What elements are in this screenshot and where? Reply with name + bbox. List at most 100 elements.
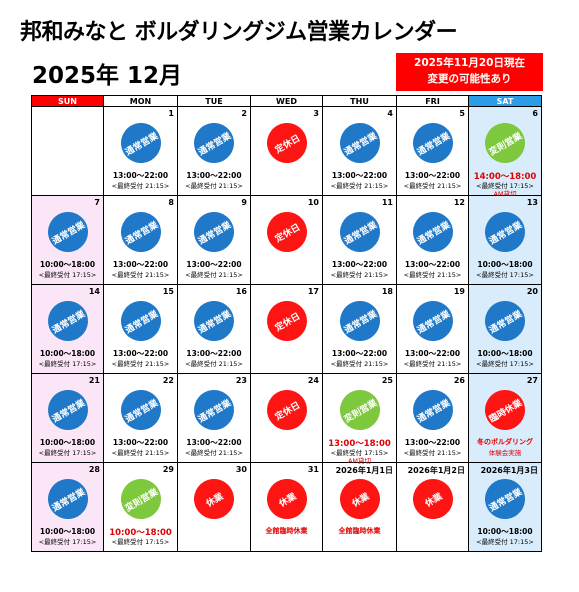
day-cell[interactable]: 17 定休日: [251, 285, 323, 374]
special-note: AM貸切: [493, 190, 517, 198]
day-cell[interactable]: 4 通常営業 13:00～22:00 <最終受付 21:15>: [323, 107, 397, 196]
opening-hours: 13:00～22:00: [404, 171, 461, 180]
day-cell[interactable]: 21 通常営業 10:00～18:00 <最終受付 17:15>: [32, 374, 104, 463]
status-badge-regular: 通常営業: [477, 471, 533, 527]
last-entry-time: <最終受付 21:15>: [403, 360, 462, 368]
status-badge-regular: 通常営業: [113, 115, 168, 171]
day-number: 2026年1月1日: [335, 466, 393, 475]
opening-hours: 13:00～22:00: [404, 349, 461, 358]
day-cell[interactable]: 5 通常営業 13:00～22:00 <最終受付 21:15>: [397, 107, 469, 196]
day-cell[interactable]: 6 変則営業 14:00～18:00 <最終受付 17:15> AM貸切: [469, 107, 542, 198]
day-cell[interactable]: 28 通常営業 10:00～18:00 <最終受付 17:15>: [32, 463, 104, 552]
day-cell[interactable]: 26 通常営業 13:00～22:00 <最終受付 21:15>: [397, 374, 469, 463]
day-number: 4: [387, 109, 393, 118]
opening-hours: 13:00～22:00: [112, 171, 169, 180]
day-number: 31: [307, 465, 319, 474]
day-cell[interactable]: 11 通常営業 13:00～22:00 <最終受付 21:15>: [323, 196, 397, 285]
day-cell[interactable]: 15 通常営業 13:00～22:00 <最終受付 21:15>: [104, 285, 178, 374]
last-entry-time: <最終受付 17:15>: [38, 538, 97, 546]
day-cell[interactable]: 20 通常営業 10:00～18:00 <最終受付 17:15>: [469, 285, 542, 374]
day-cell[interactable]: 19 通常営業 13:00～22:00 <最終受付 21:15>: [397, 285, 469, 374]
day-cell[interactable]: 27 臨時休業 冬のボルダリング 体験会実施: [469, 374, 542, 463]
closure-note: 冬のボルダリング: [477, 438, 533, 446]
weekday-header-sun: SUN: [32, 96, 104, 107]
day-cell[interactable]: 29 変則営業 10:00～18:00 <最終受付 17:15>: [104, 463, 178, 552]
day-cell[interactable]: 2 通常営業 13:00～22:00 <最終受付 21:15>: [178, 107, 251, 196]
day-number: 9: [241, 198, 247, 207]
day-number: 2: [241, 109, 247, 118]
day-cell[interactable]: 12 通常営業 13:00～22:00 <最終受付 21:15>: [397, 196, 469, 285]
day-cell[interactable]: 24 定休日: [251, 374, 323, 463]
day-number: 15: [162, 287, 174, 296]
opening-hours: 13:00～22:00: [186, 349, 242, 358]
weekday-header-tue: TUE: [178, 96, 251, 107]
day-number: 19: [453, 287, 465, 296]
last-entry-time: <最終受付 21:15>: [330, 182, 389, 190]
last-entry-time: <最終受付 21:15>: [403, 182, 462, 190]
status-badge-regular: 通常営業: [113, 382, 168, 438]
weekday-header-sat: SAT: [469, 96, 542, 107]
last-entry-time: <最終受付 17:15>: [476, 360, 534, 368]
day-cell[interactable]: 2026年1月1日 休業 全館臨時休業: [323, 463, 397, 552]
day-cell[interactable]: 2026年1月3日 通常営業 10:00～18:00 <最終受付 17:15>: [469, 463, 542, 552]
day-number: 22: [162, 376, 174, 385]
status-badge-closed: 休業: [405, 471, 460, 527]
day-number: 20: [526, 287, 538, 296]
last-entry-time: <最終受付 21:15>: [111, 449, 170, 457]
last-entry-time: <最終受付 17:15>: [476, 538, 534, 546]
closure-note: 全館臨時休業: [338, 527, 381, 535]
last-entry-time: <最終受付 21:15>: [403, 449, 462, 457]
day-cell[interactable]: 9 通常営業 13:00～22:00 <最終受付 21:15>: [178, 196, 251, 285]
day-cell[interactable]: 25 変則営業 13:00～18:00 <最終受付 17:15> AM貸切: [323, 374, 397, 465]
day-cell[interactable]: 3 定休日: [251, 107, 323, 196]
opening-hours: 10:00～18:00: [39, 349, 96, 358]
day-cell[interactable]: 16 通常営業 13:00～22:00 <最終受付 21:15>: [178, 285, 251, 374]
day-number: 3: [313, 109, 319, 118]
status-badge-regular: 通常営業: [186, 293, 242, 349]
day-number: 21: [88, 376, 100, 385]
status-badge-regular: 通常営業: [186, 382, 242, 438]
day-number: 1: [168, 109, 174, 118]
day-cell[interactable]: 8 通常営業 13:00～22:00 <最終受付 21:15>: [104, 196, 178, 285]
notice-date: 2025年11月20日現在: [414, 57, 525, 69]
status-badge-regular: 通常営業: [186, 204, 242, 260]
day-number: 16: [235, 287, 247, 296]
day-number: 13: [526, 198, 538, 207]
month-heading: 2025年 12月: [32, 63, 183, 89]
day-cell[interactable]: 7 通常営業 10:00～18:00 <最終受付 17:15>: [32, 196, 104, 285]
opening-hours: 10:00～18:00: [39, 438, 96, 447]
weekday-header-wed: WED: [251, 96, 323, 107]
status-badge-regular: 通常営業: [40, 293, 95, 349]
last-entry-time: <最終受付 17:15>: [330, 449, 389, 457]
weekday-header-mon: MON: [104, 96, 178, 107]
day-cell[interactable]: 30 休業: [178, 463, 251, 552]
day-cell[interactable]: 23 通常営業 13:00～22:00 <最終受付 21:15>: [178, 374, 251, 463]
day-cell[interactable]: 18 通常営業 13:00～22:00 <最終受付 21:15>: [323, 285, 397, 374]
day-number: 7: [94, 198, 100, 207]
day-cell[interactable]: 2026年1月2日 休業: [397, 463, 469, 552]
day-cell[interactable]: [32, 107, 104, 196]
day-cell[interactable]: 1 通常営業 13:00～22:00 <最終受付 21:15>: [104, 107, 178, 196]
day-number: 6: [532, 109, 538, 118]
status-badge-closed: 定休日: [259, 293, 314, 349]
notice-caveat: 変更の可能性あり: [427, 73, 512, 85]
last-entry-time: <最終受付 17:15>: [476, 182, 534, 190]
day-cell[interactable]: 10 定休日: [251, 196, 323, 285]
last-entry-time: <最終受付 21:15>: [403, 271, 462, 279]
status-badge-changed: 変則営業: [113, 471, 168, 527]
last-entry-time: <最終受付 21:15>: [185, 360, 243, 368]
opening-hours: 13:00～22:00: [404, 260, 461, 269]
day-cell[interactable]: 13 通常営業 10:00～18:00 <最終受付 17:15>: [469, 196, 542, 285]
day-cell[interactable]: 14 通常営業 10:00～18:00 <最終受付 17:15>: [32, 285, 104, 374]
day-number: 29: [162, 465, 174, 474]
day-number: 2026年1月2日: [407, 466, 465, 475]
day-number: 24: [307, 376, 319, 385]
day-number: 2026年1月3日: [480, 466, 538, 475]
status-badge-regular: 通常営業: [113, 293, 168, 349]
last-entry-time: <最終受付 21:15>: [330, 360, 389, 368]
day-number: 26: [453, 376, 465, 385]
opening-hours: 10:00～18:00: [39, 527, 96, 536]
day-cell[interactable]: 22 通常営業 13:00～22:00 <最終受付 21:15>: [104, 374, 178, 463]
day-cell[interactable]: 31 休業 全館臨時休業: [251, 463, 323, 552]
opening-hours: 14:00～18:00: [473, 172, 537, 182]
